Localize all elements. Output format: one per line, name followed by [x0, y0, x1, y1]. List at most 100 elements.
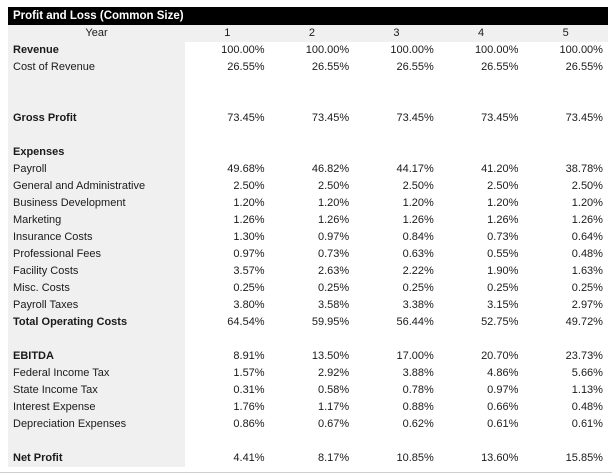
value-cell-year-5[interactable]: 0.25%: [523, 280, 608, 297]
value-cell-year-5[interactable]: [523, 433, 608, 450]
value-cell-year-5[interactable]: [523, 144, 608, 161]
value-cell-year-2[interactable]: 1.26%: [269, 212, 355, 229]
value-cell-year-5[interactable]: 2.50%: [523, 178, 608, 195]
value-cell-year-5[interactable]: [523, 127, 608, 144]
value-cell-year-3[interactable]: 0.78%: [354, 382, 439, 399]
row-label-cell[interactable]: Cost of Revenue: [8, 59, 185, 76]
value-cell-year-5[interactable]: 26.55%: [523, 59, 608, 76]
value-cell-year-4[interactable]: 0.66%: [438, 399, 524, 416]
value-cell-year-2[interactable]: 1.20%: [269, 195, 355, 212]
value-cell-year-3[interactable]: 0.63%: [354, 246, 439, 263]
value-cell-year-4[interactable]: 0.55%: [438, 246, 524, 263]
value-cell-year-3[interactable]: 3.88%: [354, 365, 439, 382]
value-cell-year-1[interactable]: 0.25%: [185, 280, 270, 297]
row-label-cell[interactable]: Professional Fees: [8, 246, 185, 263]
value-cell-year-1[interactable]: 100.00%: [185, 42, 270, 59]
value-cell-year-5[interactable]: 1.63%: [523, 263, 608, 280]
value-cell-year-2[interactable]: 100.00%: [269, 42, 355, 59]
value-cell-year-5[interactable]: 0.48%: [523, 246, 608, 263]
row-label-cell[interactable]: Marketing: [8, 212, 185, 229]
row-label-cell[interactable]: EBITDA: [8, 348, 185, 365]
year-cell-5[interactable]: 5: [523, 25, 608, 42]
row-label-cell[interactable]: Interest Expense: [8, 399, 185, 416]
value-cell-year-5[interactable]: 0.61%: [523, 416, 608, 433]
value-cell-year-1[interactable]: 73.45%: [185, 110, 270, 127]
row-label-cell[interactable]: Net Profit: [8, 450, 185, 467]
value-cell-year-2[interactable]: 26.55%: [269, 59, 355, 76]
value-cell-year-2[interactable]: 8.17%: [269, 450, 355, 467]
value-cell-year-4[interactable]: 0.61%: [438, 416, 524, 433]
value-cell-year-3[interactable]: 2.50%: [354, 178, 439, 195]
value-cell-year-2[interactable]: 1.17%: [269, 399, 355, 416]
value-cell-year-3[interactable]: 26.55%: [354, 59, 439, 76]
value-cell-year-3[interactable]: 1.26%: [354, 212, 439, 229]
value-cell-year-3[interactable]: [354, 127, 439, 144]
value-cell-year-4[interactable]: 52.75%: [438, 314, 524, 331]
value-cell-year-2[interactable]: 46.82%: [269, 161, 355, 178]
value-cell-year-1[interactable]: 0.97%: [185, 246, 270, 263]
row-label-cell[interactable]: Payroll: [8, 161, 185, 178]
row-label-cell[interactable]: Revenue: [8, 42, 185, 59]
value-cell-year-2[interactable]: 2.63%: [269, 263, 355, 280]
value-cell-year-4[interactable]: 1.20%: [438, 195, 524, 212]
value-cell-year-2[interactable]: 2.92%: [269, 365, 355, 382]
value-cell-year-1[interactable]: [185, 433, 270, 450]
value-cell-year-2[interactable]: 0.58%: [269, 382, 355, 399]
value-cell-year-3[interactable]: 3.38%: [354, 297, 439, 314]
value-cell-year-3[interactable]: 1.20%: [354, 195, 439, 212]
value-cell-year-5[interactable]: [523, 331, 608, 348]
value-cell-year-3[interactable]: 10.85%: [354, 450, 439, 467]
value-cell-year-2[interactable]: [269, 331, 355, 348]
value-cell-year-4[interactable]: 1.26%: [438, 212, 524, 229]
row-label-cell[interactable]: Total Operating Costs: [8, 314, 185, 331]
value-cell-year-2[interactable]: [269, 127, 355, 144]
value-cell-year-2[interactable]: [269, 433, 355, 450]
row-label-cell[interactable]: State Income Tax: [8, 382, 185, 399]
value-cell-year-2[interactable]: 73.45%: [269, 110, 355, 127]
value-cell-year-2[interactable]: 0.97%: [269, 229, 355, 246]
value-cell-year-4[interactable]: 41.20%: [438, 161, 524, 178]
value-cell-year-4[interactable]: 2.50%: [438, 178, 524, 195]
value-cell-year-2[interactable]: 3.58%: [269, 297, 355, 314]
value-cell-year-2[interactable]: 59.95%: [269, 314, 355, 331]
row-label-cell[interactable]: Facility Costs: [8, 263, 185, 280]
value-cell-year-4[interactable]: 100.00%: [438, 42, 524, 59]
row-label-cell[interactable]: [8, 127, 185, 144]
value-cell-year-4[interactable]: 4.86%: [438, 365, 524, 382]
value-cell-year-2[interactable]: [269, 76, 355, 93]
value-cell-year-3[interactable]: [354, 433, 439, 450]
value-cell-year-4[interactable]: [438, 93, 524, 110]
value-cell-year-3[interactable]: 0.84%: [354, 229, 439, 246]
row-label-cell[interactable]: Expenses: [8, 144, 185, 161]
value-cell-year-5[interactable]: [523, 76, 608, 93]
value-cell-year-5[interactable]: 0.48%: [523, 399, 608, 416]
row-label-cell[interactable]: Insurance Costs: [8, 229, 185, 246]
value-cell-year-4[interactable]: 0.25%: [438, 280, 524, 297]
value-cell-year-5[interactable]: 1.20%: [523, 195, 608, 212]
value-cell-year-5[interactable]: 5.66%: [523, 365, 608, 382]
value-cell-year-2[interactable]: 2.50%: [269, 178, 355, 195]
value-cell-year-5[interactable]: 2.97%: [523, 297, 608, 314]
row-label-cell[interactable]: Business Development: [8, 195, 185, 212]
value-cell-year-2[interactable]: 0.25%: [269, 280, 355, 297]
value-cell-year-5[interactable]: [523, 93, 608, 110]
value-cell-year-4[interactable]: 26.55%: [438, 59, 524, 76]
value-cell-year-3[interactable]: 0.88%: [354, 399, 439, 416]
row-label-cell[interactable]: Gross Profit: [8, 110, 185, 127]
value-cell-year-3[interactable]: [354, 93, 439, 110]
row-label-cell[interactable]: Misc. Costs: [8, 280, 185, 297]
value-cell-year-4[interactable]: 13.60%: [438, 450, 524, 467]
row-label-cell[interactable]: General and Administrative: [8, 178, 185, 195]
value-cell-year-5[interactable]: 1.13%: [523, 382, 608, 399]
value-cell-year-3[interactable]: [354, 76, 439, 93]
value-cell-year-1[interactable]: [185, 93, 270, 110]
value-cell-year-4[interactable]: [438, 127, 524, 144]
value-cell-year-1[interactable]: 49.68%: [185, 161, 270, 178]
value-cell-year-1[interactable]: [185, 76, 270, 93]
year-cell-1[interactable]: 1: [185, 25, 270, 42]
value-cell-year-3[interactable]: 0.62%: [354, 416, 439, 433]
value-cell-year-4[interactable]: [438, 144, 524, 161]
value-cell-year-3[interactable]: 73.45%: [354, 110, 439, 127]
value-cell-year-2[interactable]: [269, 93, 355, 110]
value-cell-year-4[interactable]: [438, 331, 524, 348]
